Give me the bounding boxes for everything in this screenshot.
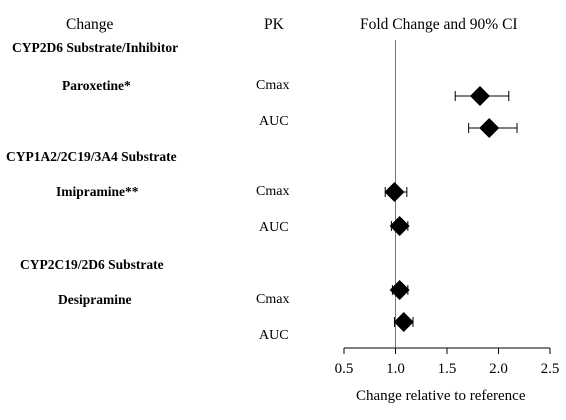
group-label-cyp2c19: CYP2C19/2D6 Substrate [20, 257, 164, 272]
ci-row-paroxetine-auc [468, 118, 518, 138]
group-label-cyp1a2: CYP1A2/2C19/3A4 Substrate [6, 149, 177, 164]
ci-row-imipramine-cmax [384, 182, 408, 202]
column-header-pk: PK [264, 16, 284, 33]
pk-label-paroxetine-auc: AUC [259, 114, 289, 129]
drug-label-desipramine: Desipramine [58, 292, 132, 307]
drug-label-imipramine: Imipramine** [56, 184, 139, 199]
x-tick-label: 2.0 [489, 361, 508, 377]
x-tick-label: 1.0 [386, 361, 405, 377]
x-axis-label: Change relative to reference [356, 388, 526, 404]
ci-row-paroxetine-cmax [454, 86, 510, 106]
point-estimate-diamond [389, 280, 410, 300]
point-estimate-diamond [389, 216, 410, 236]
ci-row-imipramine-auc [389, 216, 410, 236]
x-tick-label: 2.5 [541, 361, 560, 377]
point-estimate-diamond [469, 86, 490, 106]
ci-row-desipramine-auc [393, 312, 414, 332]
pk-label-desipramine-cmax: Cmax [256, 292, 290, 307]
group-label-cyp2d6: CYP2D6 Substrate/Inhibitor [12, 40, 179, 55]
point-estimate-diamond [384, 182, 405, 202]
x-tick-label: 1.5 [438, 361, 457, 377]
column-header-change: Change [66, 16, 114, 33]
pk-label-imipramine-auc: AUC [259, 220, 289, 235]
point-estimate-diamond [479, 118, 500, 138]
ci-row-desipramine-cmax [389, 280, 410, 300]
point-estimate-diamond [393, 312, 414, 332]
data-marks [384, 86, 518, 332]
pk-label-paroxetine-cmax: Cmax [256, 78, 290, 93]
x-axis: 0.5 1.0 1.5 2.0 2.5 [335, 347, 560, 377]
drug-label-paroxetine: Paroxetine* [62, 78, 131, 93]
pk-label-imipramine-cmax: Cmax [256, 184, 290, 199]
column-header-fold-change: Fold Change and 90% CI [360, 16, 518, 33]
x-tick-label: 0.5 [335, 361, 354, 377]
pk-label-desipramine-auc: AUC [259, 328, 289, 343]
